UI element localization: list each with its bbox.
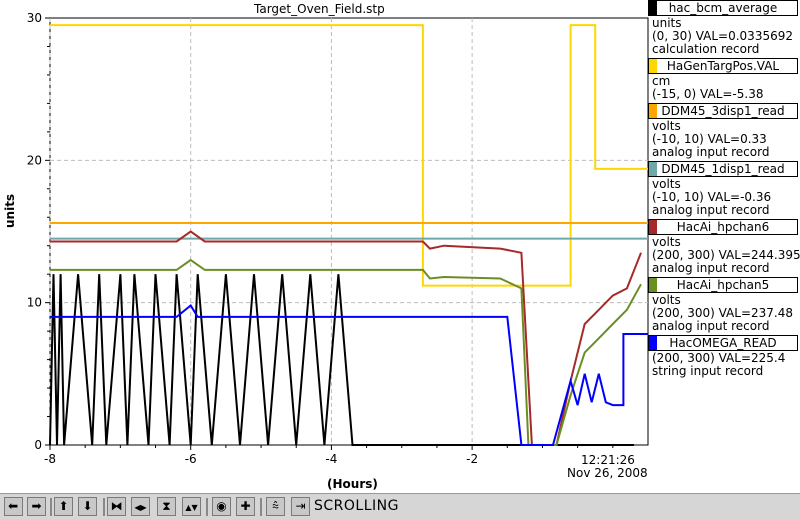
legend-entry[interactable]: HacAi_hpchan5 [648, 277, 798, 293]
y-tick-label: 0 [34, 438, 42, 452]
legend-swatch [649, 162, 657, 176]
zoom-out-y-icon: ▲▼ [185, 503, 198, 512]
series-line-hac-bcm-average [49, 274, 634, 446]
legend-swatch [649, 220, 657, 234]
y-tick-label: 30 [27, 11, 42, 25]
toolbar: ➡ ➡ ⬆ ⬇ ⧓ ◀▶ ⧗ ▲▼ ◉ ✚ ⩯ ⇥ SCROLLING [0, 493, 800, 519]
legend-detail-line: (200, 300) VAL=237.48 [652, 306, 793, 320]
legend-entry[interactable]: DDM45_1disp1_read [648, 161, 798, 177]
series-line-hacomega-read [50, 304, 648, 446]
scroll-down-icon: ⬇ [82, 499, 93, 513]
auto-scale-button[interactable]: ⩯ [266, 497, 285, 516]
zoom-in-x-icon: ⧓ [110, 499, 123, 513]
strip-chart: -8 -6 -4 -2 0 10 20 30 [27, 11, 649, 466]
x-tick-label: -8 [44, 452, 56, 466]
legend-detail-line: volts [652, 235, 681, 249]
x-tick-label: -2 [466, 452, 478, 466]
zoom-out-x-button[interactable]: ◀▶ [131, 497, 150, 516]
scroll-left-button[interactable]: ➡ [4, 497, 23, 516]
scroll-up-icon: ⬆ [58, 499, 69, 513]
add-button[interactable]: ✚ [236, 497, 255, 516]
legend-series-name: HacAi_hpchan6 [676, 220, 770, 234]
date-label: Nov 26, 2008 [567, 466, 648, 480]
scroll-mode-icon: ⇥ [295, 499, 306, 513]
series-line-hagentargpos-val [50, 24, 648, 287]
legend-detail-line: analog input record [652, 203, 770, 217]
legend-detail-line: cm [652, 74, 671, 88]
legend-detail-line: units [652, 16, 682, 30]
legend-entry[interactable]: HacOMEGA_READ [648, 335, 798, 351]
y-tick-label: 10 [27, 296, 42, 310]
scroll-down-button[interactable]: ⬇ [78, 497, 97, 516]
toolbar-separator [206, 498, 208, 516]
legend-detail-line: (0, 30) VAL=0.0335692 [652, 29, 793, 43]
legend-detail-line: string input record [652, 364, 764, 378]
toolbar-separator [50, 498, 52, 516]
toolbar-separator [260, 498, 262, 516]
zoom-out-y-button[interactable]: ▲▼ [182, 497, 201, 516]
legend-detail-line: (200, 300) VAL=244.395 [652, 248, 800, 262]
chart-title: Target_Oven_Field.stp [254, 2, 385, 16]
add-icon: ✚ [240, 499, 251, 513]
x-tick-label: -4 [325, 452, 337, 466]
legend-detail-line: volts [652, 177, 681, 191]
series-line-hacai-hpchan5 [50, 258, 642, 446]
x-axis-label: (Hours) [327, 477, 378, 491]
scroll-left-icon: ➡ [8, 499, 19, 513]
legend-series-name: DDM45_1disp1_read [661, 162, 785, 176]
scroll-right-button[interactable]: ➡ [27, 497, 46, 516]
legend-detail-line: analog input record [652, 261, 770, 275]
legend-swatch [649, 1, 657, 15]
zoom-in-y-icon: ⧗ [162, 499, 171, 513]
scrolling-status: SCROLLING [314, 498, 399, 514]
legend-detail-line: (-10, 10) VAL=0.33 [652, 132, 767, 146]
record-button[interactable]: ◉ [212, 497, 231, 516]
legend-series-name: HaGenTargPos.VAL [666, 59, 780, 73]
legend-series-name: DDM45_3disp1_read [661, 104, 785, 118]
legend-entry[interactable]: hac_bcm_average [648, 0, 798, 16]
plot-area [49, 17, 649, 446]
legend-swatch [649, 104, 657, 118]
legend-swatch [649, 336, 657, 350]
auto-scale-icon: ⩯ [271, 499, 279, 513]
legend-detail-line: analog input record [652, 319, 770, 333]
legend-series-name: HacOMEGA_READ [669, 336, 777, 350]
scroll-right-icon: ➡ [31, 499, 42, 513]
scroll-up-button[interactable]: ⬆ [54, 497, 73, 516]
legend-detail-line: calculation record [652, 42, 760, 56]
legend-entry[interactable]: DDM45_3disp1_read [648, 103, 798, 119]
legend-detail-line: (-10, 10) VAL=-0.36 [652, 190, 772, 204]
legend-entry[interactable]: HaGenTargPos.VAL [648, 58, 798, 74]
legend-detail-line: analog input record [652, 145, 770, 159]
legend-detail-line: volts [652, 293, 681, 307]
legend-series-name: hac_bcm_average [668, 1, 778, 15]
y-tick-label: 20 [27, 153, 42, 167]
legend-swatch [649, 278, 657, 292]
x-tick-label: -6 [185, 452, 197, 466]
legend-detail-line: volts [652, 119, 681, 133]
legend-detail-line: (200, 300) VAL=225.4 [652, 351, 786, 365]
time-label: 12:21:26 [581, 453, 635, 467]
toolbar-separator [103, 498, 105, 516]
scroll-mode-button[interactable]: ⇥ [291, 497, 310, 516]
zoom-out-x-icon: ◀▶ [134, 503, 147, 512]
zoom-in-y-button[interactable]: ⧗ [157, 497, 176, 516]
series-line-hacai-hpchan6 [50, 230, 642, 446]
y-axis-label: units [3, 193, 17, 228]
legend-detail-line: (-15, 0) VAL=-5.38 [652, 87, 764, 101]
legend-swatch [649, 59, 657, 73]
legend-entry[interactable]: HacAi_hpchan6 [648, 219, 798, 235]
record-icon: ◉ [216, 499, 227, 513]
zoom-in-x-button[interactable]: ⧓ [107, 497, 126, 516]
legend-series-name: HacAi_hpchan5 [676, 278, 770, 292]
